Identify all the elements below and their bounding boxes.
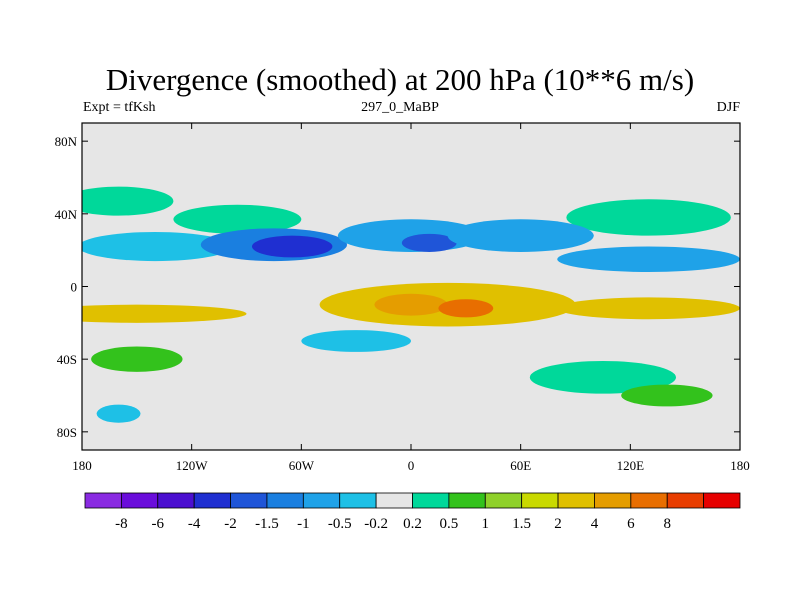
colorbar-swatch bbox=[339, 492, 377, 509]
divergence-region bbox=[557, 246, 740, 272]
divergence-region bbox=[374, 293, 448, 316]
colorbar-label: 0.5 bbox=[440, 516, 459, 532]
divergence-region bbox=[82, 304, 247, 323]
colorbar-swatch bbox=[157, 492, 195, 509]
divergence-region bbox=[82, 186, 174, 216]
colorbar-swatch bbox=[703, 492, 741, 509]
y-tick-label: 0 bbox=[71, 280, 78, 295]
divergence-region bbox=[91, 346, 183, 372]
divergence-region bbox=[529, 360, 677, 394]
colorbar-swatch bbox=[375, 492, 413, 509]
map-layer bbox=[82, 123, 740, 450]
colorbar-label: -6 bbox=[152, 516, 165, 532]
colorbar-swatch bbox=[484, 492, 523, 509]
colorbar-swatch bbox=[193, 492, 231, 509]
colorbar-swatch bbox=[84, 492, 122, 509]
x-tick-label: 60W bbox=[289, 458, 315, 473]
colorbar-label: -4 bbox=[188, 516, 201, 532]
x-tick-label: 0 bbox=[408, 458, 415, 473]
colorbar-swatch bbox=[120, 492, 159, 509]
x-tick-label: 120W bbox=[176, 458, 209, 473]
divergence-region bbox=[566, 199, 731, 236]
colorbar-label: -8 bbox=[115, 516, 128, 532]
x-tick-label: 60E bbox=[510, 458, 531, 473]
x-tick-label: 180 bbox=[730, 458, 750, 473]
colorbar-label: 4 bbox=[591, 516, 599, 532]
divergence-region bbox=[621, 384, 713, 407]
colorbar-label: 0.2 bbox=[403, 516, 422, 532]
colorbar-swatch bbox=[230, 492, 268, 509]
season-label: DJF bbox=[716, 100, 740, 115]
divergence-region bbox=[401, 233, 457, 252]
colorbar-label: 8 bbox=[663, 516, 671, 532]
colorbar-label: 6 bbox=[627, 516, 635, 532]
x-tick-label: 120E bbox=[617, 458, 645, 473]
y-tick-label: 40S bbox=[57, 352, 77, 367]
colorbar-swatch bbox=[448, 492, 486, 509]
colorbar-swatch bbox=[594, 492, 632, 509]
divergence-region bbox=[301, 330, 411, 352]
colorbar-swatch bbox=[412, 492, 450, 509]
colorbar-label: 1 bbox=[482, 516, 490, 532]
colorbar-label: -1.5 bbox=[255, 516, 279, 532]
colorbar: -8 -6 -4 -2 -1.5 -1 -0.5 -0.2 0.2 0.5 1 1.5 2 4 6 8 bbox=[84, 492, 741, 532]
axis-ticks: 180 120W 60W 0 60E 120E 180 80N 40N 0 40S 80S bbox=[55, 123, 750, 473]
divergence-region bbox=[438, 299, 494, 318]
x-tick-label: 180 bbox=[72, 458, 92, 473]
divergence-region bbox=[96, 404, 141, 423]
colorbar-swatch bbox=[557, 492, 595, 509]
divergence-region bbox=[251, 235, 333, 258]
colorbar-swatch bbox=[666, 492, 705, 509]
colorbar-label: -0.2 bbox=[364, 516, 388, 532]
divergence-region bbox=[82, 232, 232, 262]
y-tick-label: 40N bbox=[55, 207, 78, 222]
colorbar-swatch bbox=[630, 492, 668, 509]
run-label: 297_0_MaBP bbox=[361, 100, 439, 115]
experiment-label: Expt = tfKsh bbox=[83, 100, 156, 115]
colorbar-label: 2 bbox=[554, 516, 562, 532]
divergence-region bbox=[173, 204, 302, 234]
colorbar-label: 1.5 bbox=[512, 516, 531, 532]
divergence-region bbox=[557, 297, 740, 320]
colorbar-swatch bbox=[266, 492, 304, 509]
colorbar-swatch bbox=[521, 492, 559, 509]
y-tick-label: 80N bbox=[55, 134, 78, 149]
divergence-region bbox=[447, 219, 594, 252]
colorbar-label: -2 bbox=[224, 516, 237, 532]
y-tick-label: 80S bbox=[57, 425, 77, 440]
colorbar-label: -1 bbox=[297, 516, 310, 532]
colorbar-label: -0.5 bbox=[328, 516, 352, 532]
colorbar-swatch bbox=[302, 492, 341, 509]
chart-title: Divergence (smoothed) at 200 hPa (10**6 … bbox=[105, 62, 695, 97]
